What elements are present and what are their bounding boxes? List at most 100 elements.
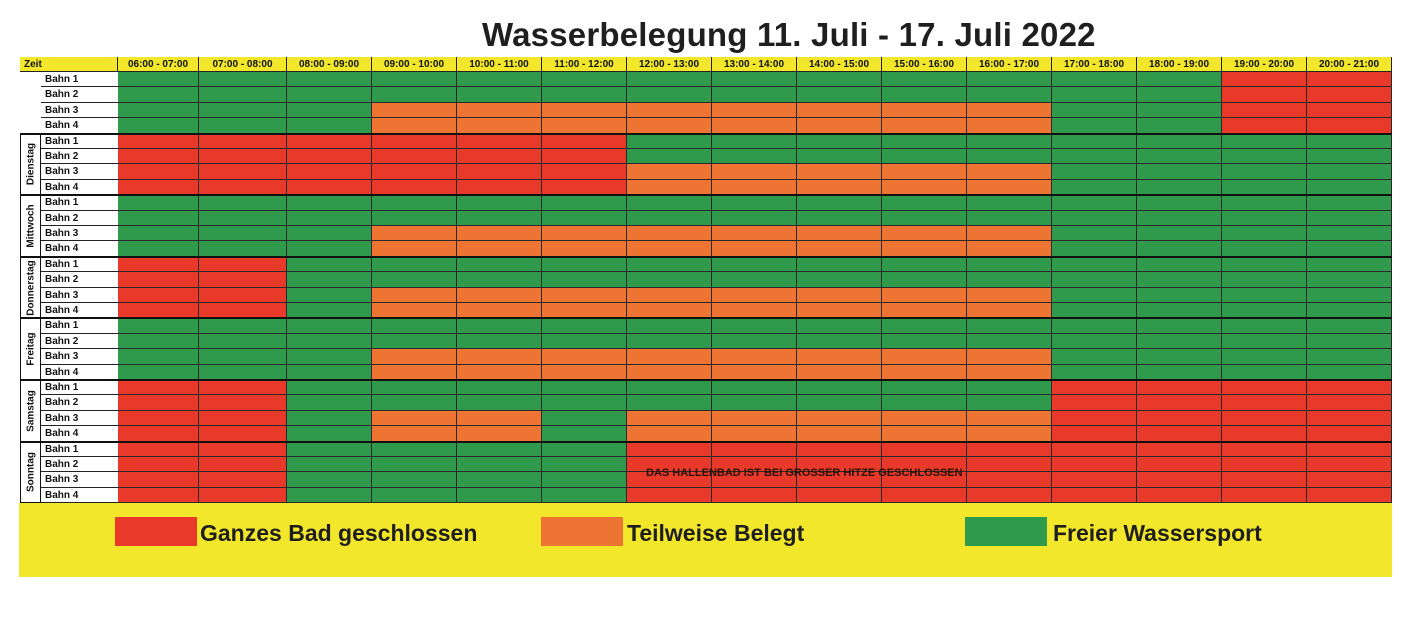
schedule-cell <box>1137 487 1222 504</box>
day-label-text: Donnerstag <box>25 259 36 316</box>
schedule-cell <box>372 395 457 411</box>
header-slot: 18:00 - 19:00 <box>1137 57 1222 72</box>
schedule-cell <box>712 457 797 473</box>
closure-notice: DAS HALLENBAD IST BEI GROSSER HITZE GESC… <box>646 466 963 479</box>
schedule-cell <box>457 102 542 119</box>
schedule-cell <box>372 87 457 103</box>
schedule-cell <box>967 410 1052 427</box>
schedule-cell <box>1222 426 1307 442</box>
schedule-cell <box>712 410 797 427</box>
schedule-cell <box>372 457 457 473</box>
day-label: Samstag <box>20 380 41 442</box>
schedule-cell <box>1052 333 1137 350</box>
schedule-cell <box>199 441 287 457</box>
schedule-cell <box>712 441 797 457</box>
schedule-cell <box>199 333 287 350</box>
schedule-cell <box>882 256 967 273</box>
schedule-cell <box>118 72 199 88</box>
lane-label: Bahn 2 <box>41 395 118 411</box>
schedule-cell <box>372 426 457 442</box>
schedule-cell <box>199 226 287 242</box>
schedule-cell <box>882 426 967 442</box>
schedule-cell <box>797 164 882 180</box>
schedule-cell <box>542 426 627 442</box>
schedule-cell <box>1052 272 1137 288</box>
schedule-cell <box>542 487 627 504</box>
schedule-cell <box>1052 133 1137 149</box>
schedule-cell <box>882 364 967 380</box>
schedule-cell <box>1137 102 1222 119</box>
lane-label: Bahn 2 <box>41 457 118 473</box>
schedule-cell <box>627 410 712 427</box>
schedule-cell <box>712 472 797 488</box>
schedule-cell <box>627 487 712 504</box>
schedule-cell <box>372 441 457 457</box>
schedule-cell <box>1222 487 1307 504</box>
schedule-cell <box>1137 303 1222 319</box>
schedule-cell <box>542 364 627 380</box>
schedule-cell <box>1222 380 1307 396</box>
schedule-cell <box>118 441 199 457</box>
schedule-cell <box>1307 210 1392 226</box>
schedule-cell <box>457 349 542 365</box>
schedule-cell <box>882 318 967 334</box>
schedule-cell <box>967 272 1052 288</box>
schedule-cell <box>457 380 542 396</box>
schedule-cell <box>287 149 372 165</box>
schedule-cell <box>287 164 372 180</box>
schedule-cell <box>1052 241 1137 257</box>
schedule-cell <box>1052 303 1137 319</box>
lane-label: Bahn 3 <box>41 102 118 119</box>
schedule-cell <box>372 164 457 180</box>
schedule-cell <box>1137 87 1222 103</box>
schedule-cell <box>1052 287 1137 303</box>
schedule-cell <box>712 303 797 319</box>
lane-label: Bahn 1 <box>41 380 118 396</box>
schedule-cell <box>1137 179 1222 196</box>
schedule-cell <box>457 410 542 427</box>
schedule-cell <box>1137 364 1222 380</box>
schedule-cell <box>287 226 372 242</box>
schedule-cell <box>287 118 372 134</box>
schedule-cell <box>1052 195 1137 211</box>
schedule-cell <box>542 272 627 288</box>
schedule-grid: Zeit 06:00 - 07:00 07:00 - 08:00 08:00 - 09… <box>20 57 1392 504</box>
schedule-cell <box>1307 364 1392 380</box>
schedule-cell <box>1307 395 1392 411</box>
schedule-cell <box>1052 256 1137 273</box>
schedule-cell <box>627 303 712 319</box>
schedule-cell <box>457 472 542 488</box>
schedule-cell <box>457 487 542 504</box>
schedule-cell <box>882 164 967 180</box>
schedule-cell <box>882 118 967 134</box>
schedule-cell <box>712 272 797 288</box>
schedule-cell <box>287 287 372 303</box>
schedule-cell <box>199 164 287 180</box>
schedule-cell <box>967 118 1052 134</box>
schedule-cell <box>542 179 627 196</box>
schedule-cell <box>1137 287 1222 303</box>
schedule-cell <box>118 226 199 242</box>
schedule-cell <box>797 287 882 303</box>
header-slot: 12:00 - 13:00 <box>627 57 712 72</box>
schedule-cell <box>457 118 542 134</box>
schedule-cell <box>1137 164 1222 180</box>
schedule-cell <box>542 102 627 119</box>
lane-label: Bahn 3 <box>41 287 118 303</box>
schedule-cell <box>797 87 882 103</box>
schedule-cell <box>882 133 967 149</box>
schedule-cell <box>118 287 199 303</box>
day-label-text: Freitag <box>25 332 36 366</box>
lane-label: Bahn 3 <box>41 226 118 242</box>
day-separator <box>20 255 1392 258</box>
schedule-cell <box>627 195 712 211</box>
schedule-cell <box>627 133 712 149</box>
header-zeit: Zeit <box>20 57 118 72</box>
schedule-cell <box>457 318 542 334</box>
schedule-cell <box>1222 457 1307 473</box>
schedule-cell <box>712 395 797 411</box>
schedule-cell <box>199 133 287 149</box>
schedule-cell <box>712 364 797 380</box>
lane-label: Bahn 4 <box>41 487 118 504</box>
page-title: Wasserbelegung 11. Juli - 17. Juli 2022 <box>482 16 1096 53</box>
